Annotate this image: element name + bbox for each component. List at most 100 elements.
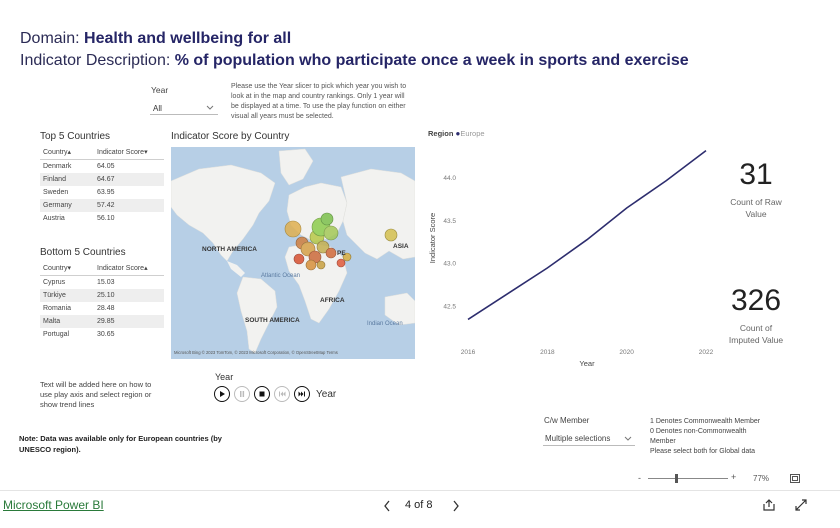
- legend-item-europe[interactable]: Europe: [460, 129, 485, 138]
- fit-to-page-icon[interactable]: [790, 474, 800, 483]
- kpi-label-line: Count of: [739, 323, 773, 333]
- instruction-line: look at in the map and country rankings.…: [231, 93, 405, 100]
- map-label-atlantic: Atlantic Ocean: [261, 273, 300, 279]
- map-bubble[interactable]: [305, 259, 317, 271]
- zoom-slider-track[interactable]: [648, 478, 728, 479]
- country-cell: Cyprus: [43, 279, 66, 286]
- score-cell: 29.85: [97, 318, 115, 325]
- stop-icon: [259, 391, 265, 397]
- series-line-europe[interactable]: [467, 149, 707, 321]
- help-line: show trend lines: [40, 400, 95, 409]
- share-icon[interactable]: [762, 498, 776, 512]
- score-cell: 56.10: [97, 215, 115, 222]
- bottom5-title: Bottom 5 Countries: [40, 247, 126, 258]
- play-button[interactable]: [214, 386, 230, 402]
- kpi-label-line: Imputed Value: [728, 335, 784, 345]
- map-bubble[interactable]: [342, 252, 352, 262]
- map-bubble[interactable]: [336, 258, 346, 268]
- kpi-imputed-value: 326: [730, 284, 782, 317]
- map-bubble[interactable]: [325, 247, 337, 259]
- step-back-button[interactable]: [274, 386, 290, 402]
- cw-slicer-dropdown[interactable]: Multiple selections: [543, 431, 635, 446]
- score-cell: 64.67: [97, 176, 115, 183]
- legend-marker: ●: [455, 129, 461, 138]
- score-cell: 28.48: [97, 305, 115, 312]
- year-slicer-instructions: Please use the Year slicer to pick which…: [231, 82, 451, 122]
- instruction-line: visual all years must be selected.: [231, 113, 334, 120]
- bubble-map[interactable]: NORTH AMERICA PE ASIA Atlantic Ocean AFR…: [171, 147, 415, 359]
- map-label-asia: ASIA: [393, 243, 409, 250]
- world-map-svg: NORTH AMERICA PE ASIA Atlantic Ocean AFR…: [171, 148, 415, 355]
- next-page-icon[interactable]: [452, 500, 460, 512]
- domain-heading: Domain: Health and wellbeing for all: [20, 30, 291, 48]
- top5-table: Country▴ Indicator Score▾ Denmark 64.05 F…: [40, 144, 164, 225]
- play-axis-controls: Year: [214, 386, 336, 402]
- col-score-header[interactable]: Indicator Score▾: [97, 148, 148, 156]
- page-indicator: 4 of 8: [405, 499, 433, 511]
- map-attribution: Microsoft Bing © 2023 TomTom, © 2023 Mic…: [174, 350, 338, 355]
- prev-page-icon[interactable]: [383, 500, 391, 512]
- data-note: Note: Data was available only for Europe…: [19, 433, 222, 455]
- map-bubble[interactable]: [293, 253, 305, 265]
- pause-button[interactable]: [234, 386, 250, 402]
- zoom-out-button[interactable]: -: [638, 473, 641, 483]
- x-ticks: 2016 2018 2020 2022: [461, 349, 714, 356]
- kpi-raw-label: Count of Raw Value: [716, 196, 796, 220]
- table-row: Denmark 64.05: [40, 160, 164, 173]
- map-bubble[interactable]: [316, 240, 330, 254]
- map-label-indian: Indian Ocean: [367, 321, 403, 327]
- year-slicer-dropdown[interactable]: All: [150, 101, 218, 115]
- kpi-label-line: Count of Raw: [730, 197, 782, 207]
- land-australia: [384, 292, 415, 326]
- y-tick-label: 42.5: [443, 304, 456, 311]
- powerbi-brand-link[interactable]: Microsoft Power BI: [3, 498, 104, 512]
- map-label-north-america: NORTH AMERICA: [202, 246, 257, 253]
- map-label-europe: PE: [337, 250, 346, 257]
- map-label-south-america: SOUTH AMERICA: [245, 317, 300, 324]
- col-country-header[interactable]: Country▾: [43, 264, 72, 272]
- y-axis-label: Indicator Score: [428, 213, 437, 263]
- map-bubble[interactable]: [320, 212, 334, 226]
- country-cell: Sweden: [43, 189, 69, 196]
- cw-slicer-label: C/w Member: [544, 416, 590, 425]
- map-bubble[interactable]: [323, 225, 339, 241]
- step-forward-icon: [298, 391, 305, 397]
- kpi-imputed-label: Count of Imputed Value: [716, 322, 796, 346]
- score-cell: 63.95: [97, 189, 115, 196]
- table-header: Country▴ Indicator Score▾: [40, 144, 164, 160]
- map-bubble[interactable]: [284, 220, 302, 238]
- country-cell: Malta: [43, 318, 61, 325]
- score-cell: 57.42: [97, 202, 115, 209]
- cw-slicer-value: Multiple selections: [545, 434, 611, 443]
- country-cell: Denmark: [43, 163, 72, 170]
- bubble-layer: [284, 212, 398, 271]
- x-tick-label: 2016: [461, 349, 476, 356]
- score-cell: 64.05: [97, 163, 115, 170]
- col-score-header[interactable]: Indicator Score▴: [97, 264, 148, 272]
- zoom-slider-thumb[interactable]: [675, 474, 678, 483]
- score-cell: 30.65: [97, 331, 115, 338]
- step-forward-button[interactable]: [294, 386, 310, 402]
- indicator-label: Indicator Description:: [20, 52, 175, 69]
- fullscreen-icon[interactable]: [794, 498, 808, 512]
- score-cell: 15.03: [97, 279, 115, 286]
- land-greenland: [278, 148, 314, 186]
- report-canvas: Domain: Health and wellbeing for all Ind…: [19, 30, 800, 483]
- pause-icon: [240, 391, 245, 397]
- kpi-label-line: Value: [745, 209, 767, 219]
- table-row: Sweden 63.95: [40, 186, 164, 199]
- top5-title: Top 5 Countries: [40, 131, 111, 142]
- table-row: Finland 64.67: [40, 173, 164, 186]
- col-country-header[interactable]: Country▴: [43, 148, 72, 156]
- line-chart[interactable]: Indicator Score Year 44.0 43.5 43.0 42.5 20…: [420, 140, 720, 372]
- cw-legend-line: Please select both for Global data: [650, 448, 756, 455]
- step-back-icon: [279, 391, 286, 397]
- stop-button[interactable]: [254, 386, 270, 402]
- map-bubble[interactable]: [384, 228, 398, 242]
- map-bubble[interactable]: [316, 260, 326, 270]
- year-slicer-value: All: [153, 104, 162, 113]
- country-cell: Austria: [43, 215, 65, 222]
- table-row: Portugal 30.65: [40, 328, 164, 341]
- country-cell: Romania: [43, 305, 72, 312]
- zoom-in-button[interactable]: +: [731, 472, 737, 482]
